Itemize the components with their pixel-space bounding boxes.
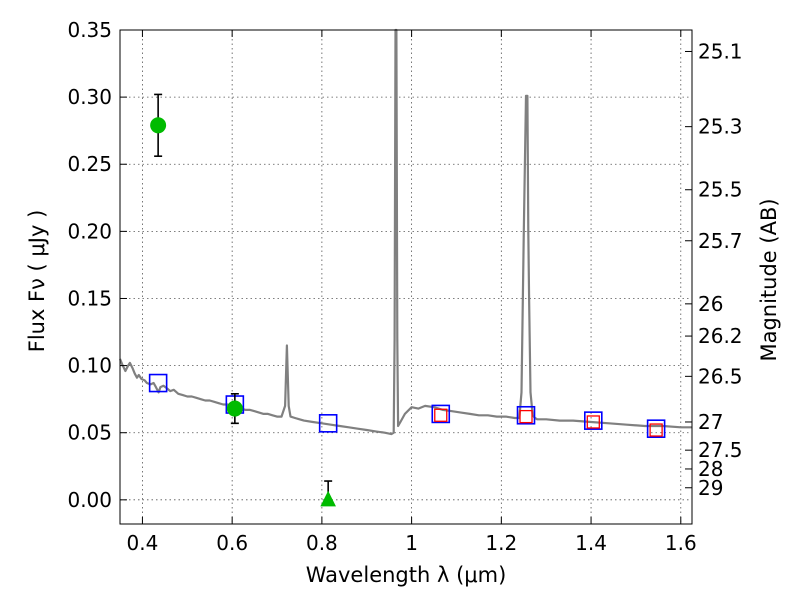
x-tick-label: 1.4 bbox=[575, 531, 607, 555]
y2-tick-label: 25.7 bbox=[698, 229, 743, 253]
y2-tick-label: 25.1 bbox=[698, 39, 743, 63]
x-tick-label: 1.2 bbox=[485, 531, 517, 555]
y-tick-label: 0.20 bbox=[67, 219, 112, 243]
y2-tick-label: 26.2 bbox=[698, 324, 743, 348]
model-band-square bbox=[646, 419, 666, 438]
series-layer bbox=[118, 28, 692, 507]
x-axis-label: Wavelength λ (μm) bbox=[306, 563, 507, 587]
x-tick-label: 0.6 bbox=[216, 531, 248, 555]
right-axis-label: Magnitude (AB) bbox=[757, 198, 781, 361]
axis-ticks: 0.4 0.6 0.8 1 1.2 1.4 1.6 0.00 0.05 0.10 0.15 0.20 0… bbox=[67, 18, 742, 555]
y2-tick-label: 27.5 bbox=[698, 438, 743, 462]
x-tick-label: 0.8 bbox=[306, 531, 338, 555]
y2-tick-label: 28 bbox=[698, 457, 723, 481]
y2-tick-label: 27 bbox=[698, 410, 723, 434]
upper-limit-point bbox=[320, 490, 336, 507]
y-tick-label: 0.10 bbox=[67, 354, 112, 378]
y2-tick-label: 25.5 bbox=[698, 178, 743, 202]
observed-square bbox=[649, 423, 663, 437]
plot-frame bbox=[119, 29, 693, 525]
y-tick-label: 0.00 bbox=[67, 488, 112, 512]
observed-square bbox=[586, 415, 600, 429]
x-tick-label: 1 bbox=[405, 531, 418, 555]
y2-tick-label: 26 bbox=[698, 292, 723, 316]
x-tick-label: 1.6 bbox=[665, 531, 697, 555]
y-tick-label: 0.25 bbox=[67, 152, 112, 176]
y2-tick-label: 29 bbox=[698, 476, 723, 500]
model-band-square bbox=[584, 411, 603, 430]
model-band-square bbox=[516, 405, 536, 425]
detection-point bbox=[226, 400, 243, 417]
y-tick-label: 0.35 bbox=[67, 18, 112, 42]
x-tick-label: 0.4 bbox=[127, 531, 159, 555]
model-band-square bbox=[318, 414, 338, 433]
y-tick-label: 0.15 bbox=[67, 286, 112, 310]
model-band-square bbox=[431, 404, 451, 424]
y2-tick-label: 25.3 bbox=[698, 115, 743, 139]
observed-square bbox=[519, 409, 533, 424]
sed-model-line bbox=[118, 28, 692, 436]
y-tick-label: 0.30 bbox=[67, 85, 112, 109]
detection-point bbox=[150, 117, 167, 134]
observed-square bbox=[434, 408, 448, 422]
y2-tick-label: 26.5 bbox=[698, 364, 743, 388]
grid bbox=[120, 29, 692, 524]
model-band-square bbox=[148, 373, 168, 393]
y-tick-label: 0.05 bbox=[67, 421, 112, 445]
y-axis-label: Flux Fν ( μJy ) bbox=[25, 210, 49, 353]
